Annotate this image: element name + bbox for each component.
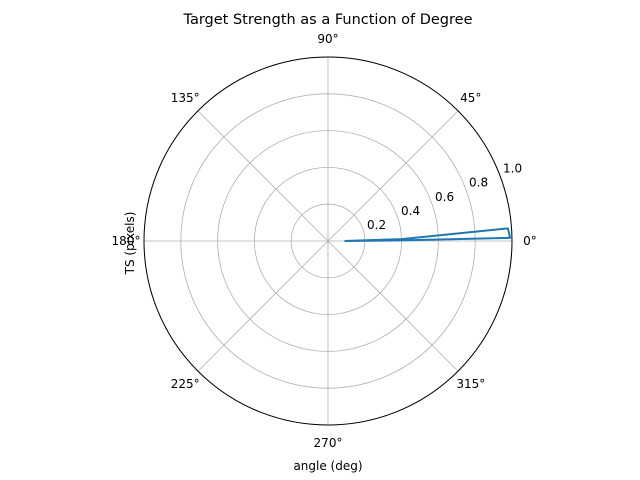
theta-grid-line	[197, 240, 329, 372]
theta-grid-line	[327, 110, 459, 242]
r-tick-label: 0.6	[435, 190, 454, 204]
r-tick-label: 0.8	[469, 176, 488, 190]
theta-grid-line	[327, 240, 459, 372]
theta-tick-labels: 0° 45° 90° 135° 180° 225° 270° 315°	[112, 32, 537, 450]
r-tick-label: 1.0	[503, 162, 522, 176]
series-layer	[344, 227, 512, 242]
theta-tick-label: 45°	[460, 91, 481, 105]
theta-tick-label: 270°	[314, 436, 343, 450]
theta-tick-label: 90°	[317, 32, 338, 46]
theta-tick-label: 135°	[171, 91, 200, 105]
series-line	[344, 227, 512, 242]
x-axis-label: angle (deg)	[293, 459, 362, 473]
polar-frame	[143, 56, 513, 426]
theta-grid-line	[197, 110, 329, 242]
grid-layer	[143, 56, 513, 426]
theta-tick-label: 315°	[456, 377, 485, 391]
r-tick-labels: 0.2 0.4 0.6 0.8 1.0	[367, 162, 522, 232]
y-axis-label: TS (pixels)	[123, 212, 137, 276]
theta-tick-label: 180°	[112, 234, 141, 248]
theta-tick-label: 225°	[171, 377, 200, 391]
theta-tick-label: 0°	[523, 234, 537, 248]
r-tick-label: 0.2	[367, 218, 386, 232]
r-tick-label: 0.4	[401, 204, 420, 218]
chart-title: Target Strength as a Function of Degree	[183, 12, 473, 28]
